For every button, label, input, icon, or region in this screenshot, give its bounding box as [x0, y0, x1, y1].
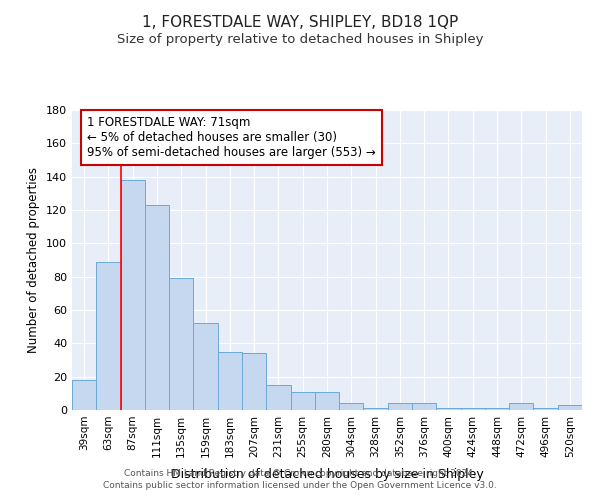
X-axis label: Distribution of detached houses by size in Shipley: Distribution of detached houses by size …	[170, 468, 484, 481]
Bar	[121, 180, 145, 410]
Bar	[290, 392, 315, 410]
Bar	[509, 404, 533, 410]
Bar	[218, 352, 242, 410]
Bar	[461, 408, 485, 410]
Bar	[72, 380, 96, 410]
Bar	[266, 385, 290, 410]
Bar	[145, 205, 169, 410]
Text: 1 FORESTDALE WAY: 71sqm
← 5% of detached houses are smaller (30)
95% of semi-det: 1 FORESTDALE WAY: 71sqm ← 5% of detached…	[88, 116, 376, 159]
Bar	[242, 354, 266, 410]
Bar	[169, 278, 193, 410]
Bar	[436, 408, 461, 410]
Text: Contains HM Land Registry data © Crown copyright and database right 2024.: Contains HM Land Registry data © Crown c…	[124, 468, 476, 477]
Y-axis label: Number of detached properties: Number of detached properties	[28, 167, 40, 353]
Bar	[339, 404, 364, 410]
Bar	[364, 408, 388, 410]
Bar	[412, 404, 436, 410]
Bar	[96, 262, 121, 410]
Text: 1, FORESTDALE WAY, SHIPLEY, BD18 1QP: 1, FORESTDALE WAY, SHIPLEY, BD18 1QP	[142, 15, 458, 30]
Text: Contains public sector information licensed under the Open Government Licence v3: Contains public sector information licen…	[103, 481, 497, 490]
Bar	[193, 324, 218, 410]
Bar	[485, 408, 509, 410]
Bar	[558, 405, 582, 410]
Text: Size of property relative to detached houses in Shipley: Size of property relative to detached ho…	[117, 32, 483, 46]
Bar	[315, 392, 339, 410]
Bar	[533, 408, 558, 410]
Bar	[388, 404, 412, 410]
